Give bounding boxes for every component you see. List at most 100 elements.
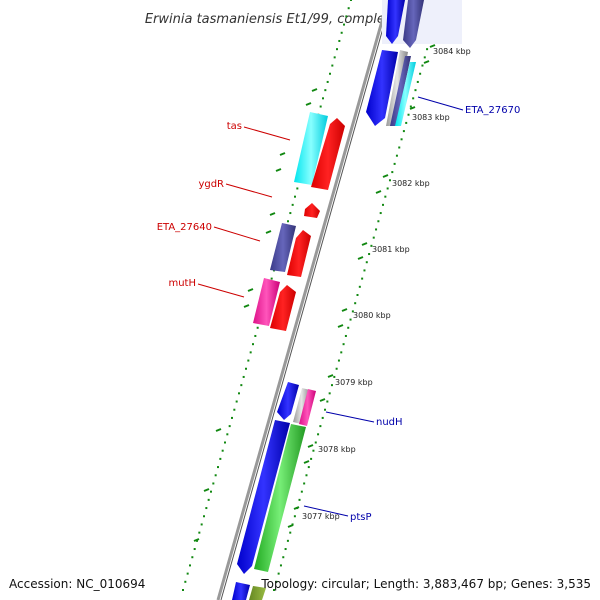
- gc-skew-dash: [319, 398, 326, 402]
- gc-skew-dot-left: [294, 195, 296, 198]
- gc-skew-dot-right: [333, 375, 336, 378]
- gc-skew-dash: [357, 256, 364, 260]
- gc-skew-dot-left: [350, 0, 352, 1]
- tick-label-3080: 3080 kbp: [353, 311, 391, 320]
- gc-skew-dash: [341, 308, 348, 312]
- gc-skew-dot-left: [343, 23, 345, 26]
- gc-skew-dot-right: [414, 89, 417, 92]
- gc-skew-dash: [203, 488, 210, 492]
- gc-skew-dot-right: [358, 285, 361, 288]
- gc-skew-dot-left: [205, 507, 208, 510]
- gc-skew-dot-right: [402, 130, 405, 133]
- gc-skew-dot-right: [310, 457, 313, 460]
- gc-skew-dash: [293, 506, 300, 510]
- leader-nudH: [325, 411, 375, 423]
- gc-skew-dot-right: [382, 203, 385, 206]
- gc-skew-dot-right: [340, 351, 343, 354]
- gc-skew-dash: [409, 106, 416, 110]
- topology-text: Topology: circular; Length: 3,883,467 bp…: [261, 577, 591, 591]
- gc-skew-dot-left: [254, 334, 257, 337]
- gene-features: [232, 0, 424, 600]
- gc-skew-dot-right: [319, 425, 322, 428]
- genome-backbone: [216, 0, 390, 600]
- gc-skew-dot-right: [317, 433, 320, 436]
- gc-skew-dot-right: [351, 310, 354, 313]
- gc-skew-dot-right: [330, 384, 333, 387]
- gc-skew-dot-left: [233, 408, 236, 411]
- gc-skew-dash: [265, 230, 272, 234]
- gc-skew-dot-left: [331, 64, 334, 67]
- gc-skew-dash: [423, 60, 430, 64]
- gc-skew-dot-right: [365, 261, 368, 264]
- gc-skew-dot-left: [200, 523, 203, 526]
- gc-skew-dot-left: [245, 367, 247, 370]
- gc-skew-dot-right: [407, 113, 410, 116]
- tick-label-3078: 3078 kbp: [318, 445, 356, 454]
- gc-skew-dot-left: [184, 580, 187, 583]
- gc-skew-dot-left: [289, 212, 292, 215]
- gc-skew-dash: [287, 524, 294, 528]
- gc-skew-dot-right: [286, 539, 289, 542]
- gc-skew-dot-right: [386, 187, 389, 190]
- tick-label-3077: 3077 kbp: [302, 512, 340, 521]
- gc-skew-dot-right: [337, 359, 340, 362]
- gene-ygdR-red: [304, 203, 320, 218]
- gc-skew-dot-left: [221, 449, 224, 452]
- leader-ETA_27670: [417, 96, 464, 111]
- gc-skew-dot-left: [322, 97, 324, 100]
- gc-skew-dash: [307, 444, 314, 448]
- gc-skew-dot-right: [423, 56, 426, 59]
- gc-skew-dash: [337, 324, 344, 328]
- leader-ptsP: [303, 505, 349, 517]
- tick-label-3082: 3082 kbp: [392, 179, 430, 188]
- gc-skew-dot-left: [256, 326, 259, 329]
- gene-label-mutH: mutH: [168, 278, 196, 289]
- gc-skew-dot-left: [319, 105, 322, 108]
- gc-skew-dot-right: [321, 416, 324, 419]
- gc-skew-dot-right: [277, 572, 280, 575]
- gc-skew-dot-left: [235, 400, 238, 403]
- gc-skew-dot-left: [228, 425, 231, 428]
- gc-skew-dot-left: [231, 416, 233, 419]
- gc-skew-dot-left: [224, 441, 226, 444]
- gc-skew-dot-left: [217, 466, 219, 469]
- gc-skew-dash: [327, 374, 334, 378]
- accession-text: Accession: NC_010694: [9, 577, 146, 591]
- gc-skew-dot-left: [249, 351, 252, 354]
- gc-skew-dot-right: [347, 326, 350, 329]
- gc-skew-dot-left: [238, 392, 240, 395]
- gc-skew-dot-right: [273, 589, 275, 591]
- gc-skew-dot-left: [287, 220, 289, 223]
- gc-skew-dot-left: [191, 556, 194, 559]
- gc-skew-dot-right: [419, 72, 422, 75]
- tick-label-3084: 3084 kbp: [433, 47, 471, 56]
- gc-skew-dash: [303, 460, 310, 464]
- gc-skew-dot-right: [314, 441, 317, 444]
- gc-skew-dot-left: [326, 80, 329, 83]
- gc-skew-dot-left: [203, 515, 205, 518]
- gc-skew-dash: [193, 538, 200, 542]
- gc-skew-dot-right: [326, 400, 329, 403]
- leader-ETA_27640: [213, 226, 261, 242]
- gc-skew-dot-right: [300, 490, 303, 493]
- gene-label-ETA_27670: ETA_27670: [465, 105, 520, 116]
- gc-skew-dot-left: [270, 277, 273, 280]
- gc-skew-dot-right: [324, 408, 327, 411]
- gc-skew-dot-right: [305, 474, 308, 477]
- gc-skew-dot-right: [282, 556, 285, 559]
- gc-skew-dot-right: [379, 212, 382, 215]
- gc-skew-dot-right: [363, 269, 366, 272]
- gc-skew-dot-left: [296, 187, 299, 190]
- gc-skew-dot-right: [391, 171, 394, 174]
- gc-skew-dashes: [193, 44, 436, 542]
- gene-nudH-gray: [293, 388, 310, 424]
- gc-skew-dot-right: [361, 277, 364, 280]
- gc-skew-dot-right: [356, 294, 359, 296]
- gc-skew-dot-right: [342, 343, 345, 346]
- gc-skew-dot-left: [186, 572, 189, 575]
- gc-skew-dot-right: [421, 64, 424, 67]
- gene-3083-blue: [366, 50, 398, 126]
- gc-skew-dot-right: [375, 228, 378, 231]
- leader-tas: [243, 126, 291, 141]
